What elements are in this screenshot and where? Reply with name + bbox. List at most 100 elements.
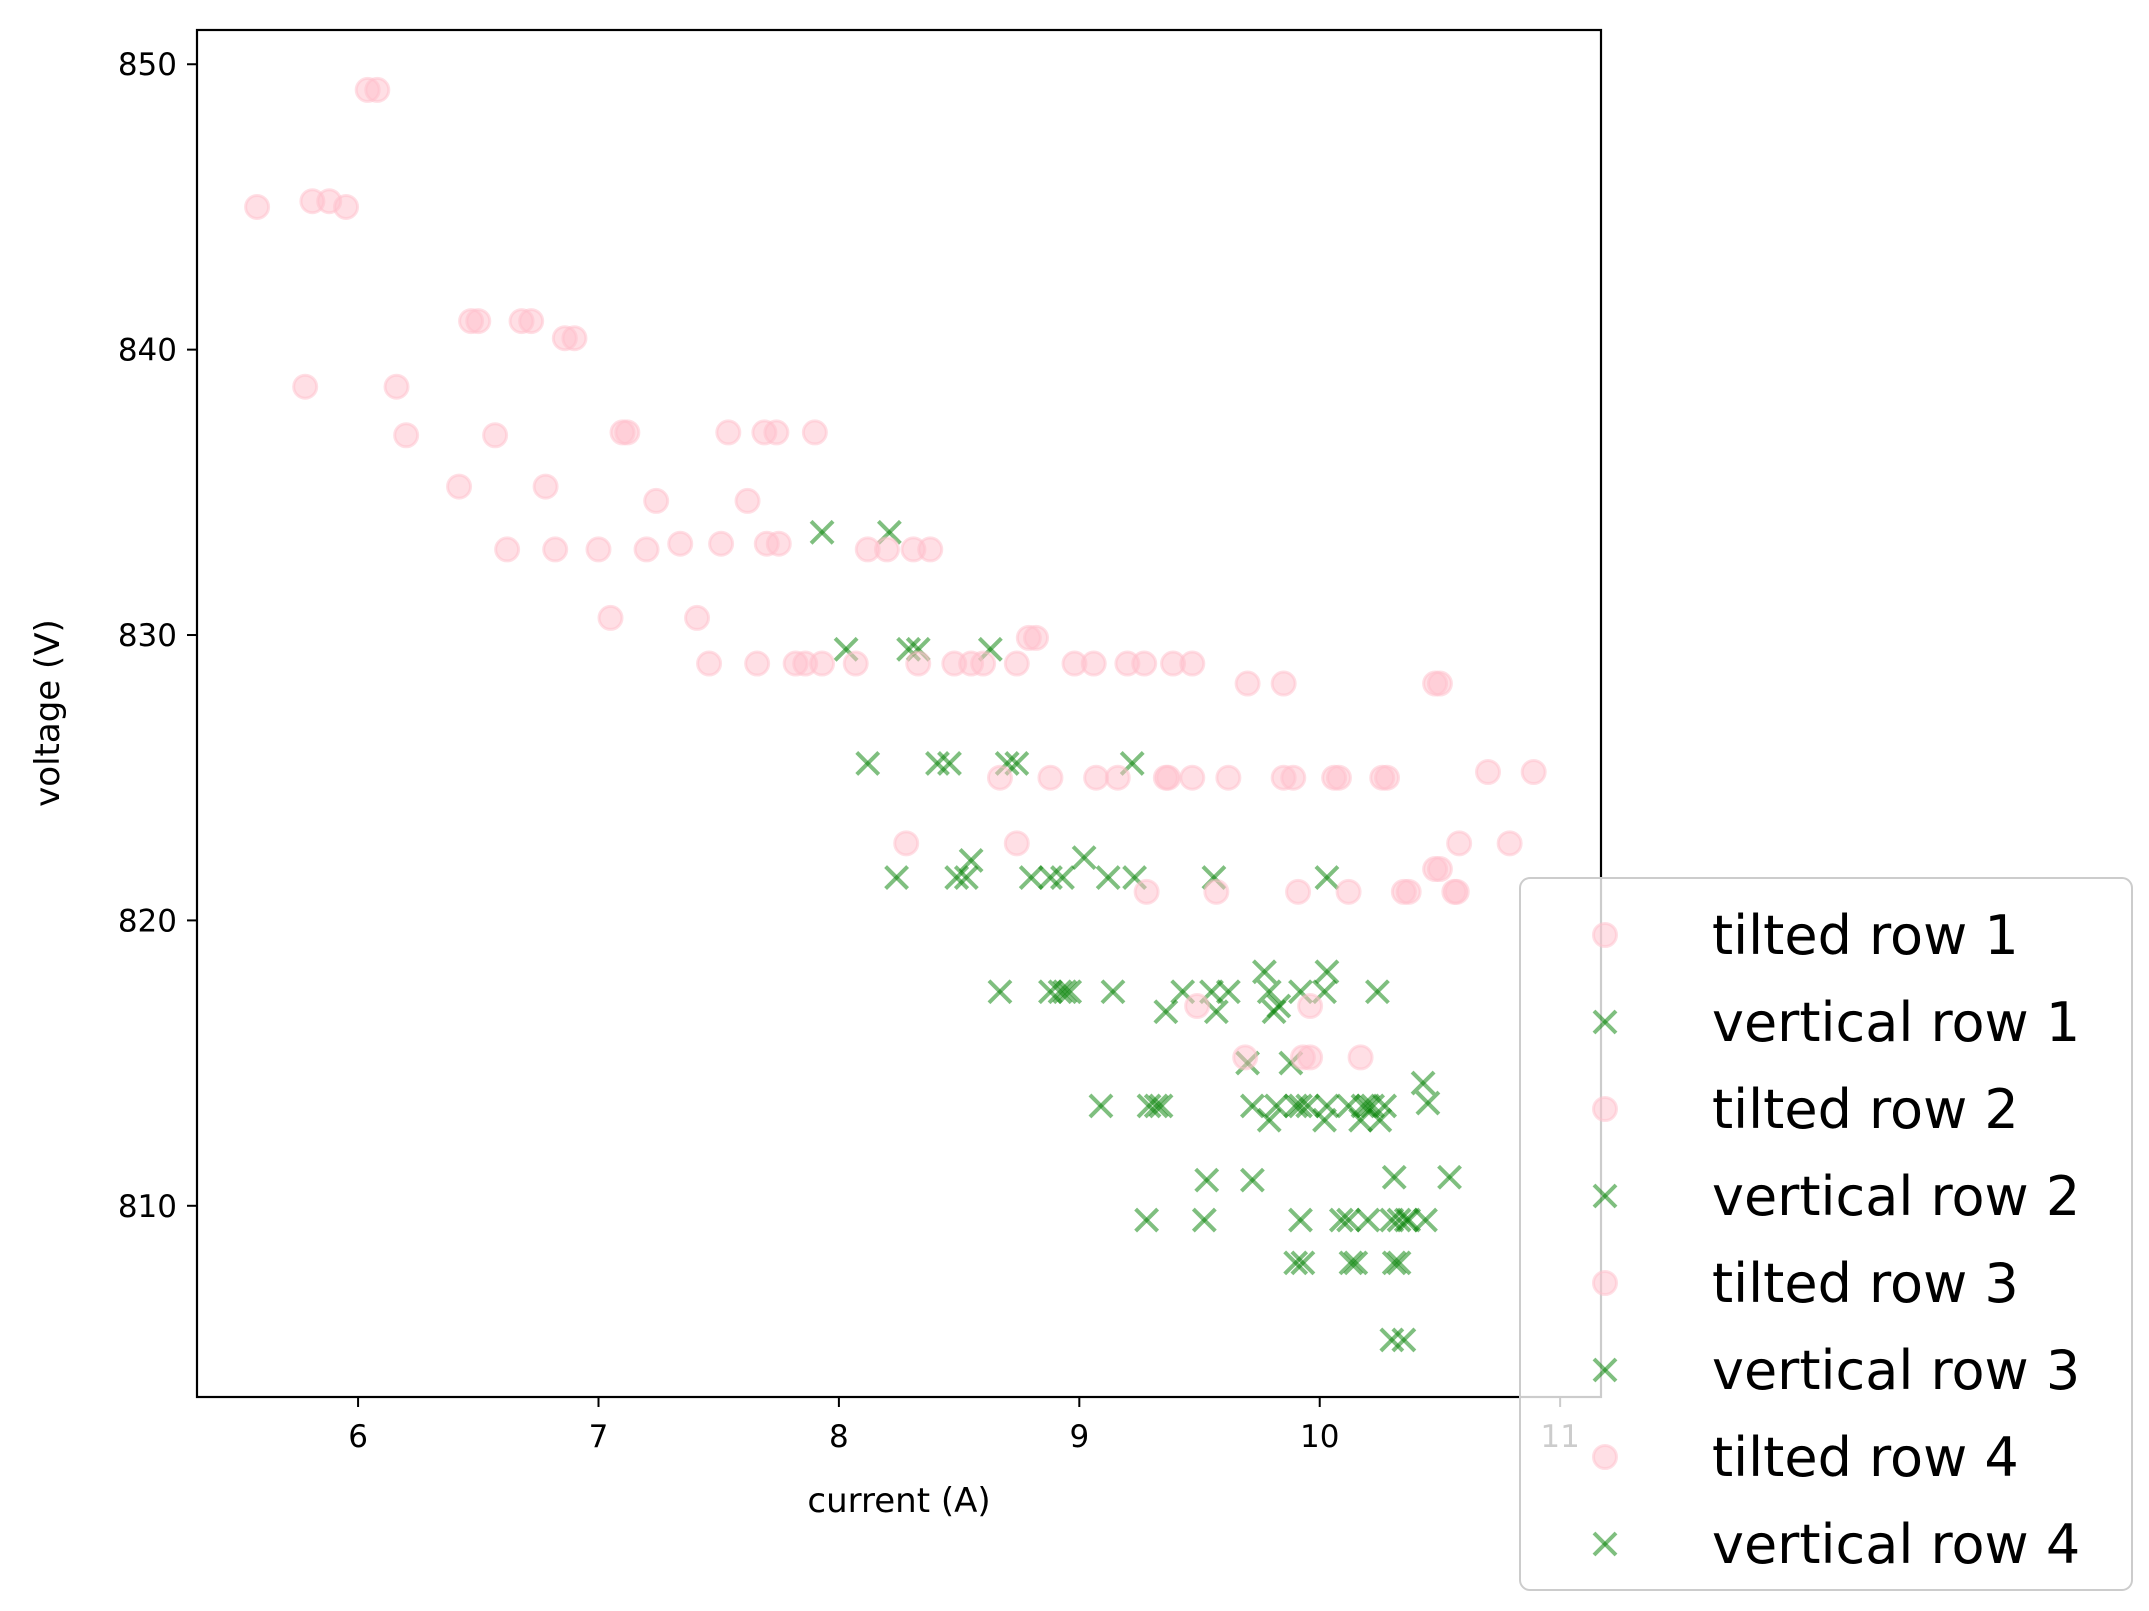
tilted-row-4-point bbox=[1475, 759, 1502, 786]
vertical-row-3-point bbox=[1143, 1093, 1169, 1119]
vertical-row-2-point bbox=[1252, 959, 1277, 985]
tilted-row-3-point bbox=[1133, 878, 1160, 905]
tilted-row-4-point bbox=[1297, 1044, 1324, 1071]
vertical-row-1-point bbox=[1018, 865, 1044, 891]
legend-circle-marker bbox=[1592, 1096, 1618, 1122]
x-marker-stroke bbox=[1592, 1357, 1618, 1383]
tilted-row-2-point bbox=[763, 419, 790, 446]
vertical-row-3-point bbox=[1367, 1107, 1393, 1133]
vertical-row-2-point bbox=[1047, 979, 1073, 1005]
x-marker-stroke bbox=[1194, 1167, 1220, 1193]
vertical-row-2-point bbox=[1365, 979, 1390, 1005]
tilted-row-3-point bbox=[1184, 993, 1211, 1020]
x-marker-stroke bbox=[1252, 959, 1277, 985]
y-axis-label: voltage (V) bbox=[28, 619, 68, 807]
x-marker-stroke bbox=[1191, 1207, 1217, 1233]
tilted-row-2-point bbox=[809, 650, 836, 677]
tilted-row-1-point bbox=[532, 473, 559, 500]
data-points-layer bbox=[244, 76, 1547, 1353]
x-marker-stroke bbox=[1328, 1207, 1354, 1233]
x-marker-stroke bbox=[937, 751, 962, 776]
vertical-row-4-point bbox=[1338, 1250, 1364, 1276]
tilted-row-3-point bbox=[1270, 670, 1297, 697]
x-marker-stroke bbox=[884, 865, 910, 891]
x-marker-stroke bbox=[1592, 1183, 1618, 1209]
legend-entry-label: vertical row 1 bbox=[1712, 991, 2080, 1054]
x-marker-stroke bbox=[1437, 1164, 1462, 1190]
x-marker-stroke bbox=[1256, 979, 1282, 1005]
vertical-row-1-point bbox=[1071, 845, 1097, 871]
x-marker-stroke bbox=[1386, 1250, 1412, 1276]
legend-entry-label: vertical row 4 bbox=[1712, 1513, 2080, 1576]
tilted-row-4-point bbox=[1395, 878, 1422, 905]
vertical-row-3-point bbox=[1314, 1093, 1340, 1119]
vertical-row-4-point bbox=[1328, 1207, 1354, 1233]
x-marker-stroke bbox=[1350, 1093, 1376, 1119]
x-marker-stroke bbox=[1288, 979, 1313, 1005]
y-tick-label: 820 bbox=[118, 903, 177, 939]
vertical-row-3-point bbox=[1410, 1070, 1436, 1096]
tilted-row-2-point bbox=[684, 604, 711, 631]
y-tick-label: 830 bbox=[118, 618, 177, 654]
legend: tilted row 1 vertical row 1 tilted row 2 ve… bbox=[1519, 877, 2133, 1591]
x-marker-stroke bbox=[1372, 1093, 1398, 1119]
vertical-row-4-point bbox=[1191, 1207, 1217, 1233]
tilted-row-3-point bbox=[1179, 650, 1206, 677]
x-marker-stroke bbox=[1288, 1093, 1313, 1119]
legend-entry-label: tilted row 2 bbox=[1712, 1078, 2019, 1141]
tilted-row-1-point bbox=[333, 193, 360, 220]
x-marker-stroke bbox=[953, 865, 979, 891]
tilted-row-1-point bbox=[364, 76, 391, 103]
vertical-row-4-point bbox=[1437, 1164, 1462, 1190]
x-marker-stroke bbox=[1391, 1327, 1417, 1353]
legend-entry-label: tilted row 1 bbox=[1712, 904, 2019, 967]
tilted-row-2-point bbox=[643, 487, 670, 514]
vertical-row-4-point bbox=[1134, 1207, 1160, 1233]
tilted-row-3-point bbox=[1037, 764, 1064, 791]
vertical-row-4-point bbox=[1194, 1167, 1220, 1193]
vertical-row-4-point bbox=[1391, 1327, 1417, 1353]
vertical-row-4-point bbox=[1381, 1164, 1407, 1190]
tilted-row-3-point bbox=[1155, 764, 1182, 791]
x-marker-stroke bbox=[1413, 1207, 1438, 1233]
tilted-row-3-point bbox=[1080, 650, 1107, 677]
legend-entry-label: vertical row 2 bbox=[1712, 1165, 2080, 1228]
tilted-row-4-point bbox=[1426, 856, 1453, 883]
tilted-row-4-point bbox=[1426, 670, 1453, 697]
tilted-row-4-point bbox=[1335, 878, 1362, 905]
tilted-row-1-point bbox=[518, 308, 545, 335]
x-marker-stroke bbox=[1415, 1090, 1441, 1116]
vertical-row-1-point bbox=[1095, 865, 1121, 891]
x-tick-label: 6 bbox=[348, 1419, 368, 1455]
x-marker-stroke bbox=[1365, 979, 1390, 1005]
x-marker-stroke bbox=[1386, 1207, 1412, 1233]
vertical-row-3-point bbox=[1288, 1093, 1313, 1119]
tilted-row-2-point bbox=[667, 530, 694, 557]
x-marker-stroke bbox=[833, 636, 859, 662]
vertical-row-4-point bbox=[1239, 1167, 1265, 1193]
x-marker-stroke bbox=[1018, 865, 1044, 891]
tilted-row-3-point bbox=[1003, 830, 1030, 857]
legend-frame bbox=[1519, 877, 2133, 1591]
vertical-row-2-point bbox=[1057, 979, 1083, 1005]
tilted-row-4-point bbox=[1374, 764, 1401, 791]
tilted-row-3-point bbox=[1003, 650, 1030, 677]
tilted-row-3-point bbox=[986, 764, 1013, 791]
vertical-row-1-point bbox=[855, 751, 881, 776]
tilted-row-2-point bbox=[905, 650, 932, 677]
vertical-row-4-point bbox=[1386, 1250, 1412, 1276]
vertical-row-4-point bbox=[1288, 1207, 1313, 1233]
tilted-row-1-point bbox=[482, 422, 509, 449]
x-marker-stroke bbox=[1314, 1093, 1340, 1119]
legend-x-marker bbox=[1592, 1183, 1618, 1209]
x-tick-label: 10 bbox=[1300, 1419, 1339, 1455]
tilted-row-4-point bbox=[1347, 1044, 1374, 1071]
vertical-row-4-point bbox=[1413, 1207, 1438, 1233]
tilted-row-3-point bbox=[970, 650, 997, 677]
x-marker-stroke bbox=[1314, 865, 1340, 891]
vertical-row-1-point bbox=[1314, 865, 1340, 891]
x-marker-stroke bbox=[1095, 865, 1121, 891]
tilted-row-1-point bbox=[446, 473, 473, 500]
